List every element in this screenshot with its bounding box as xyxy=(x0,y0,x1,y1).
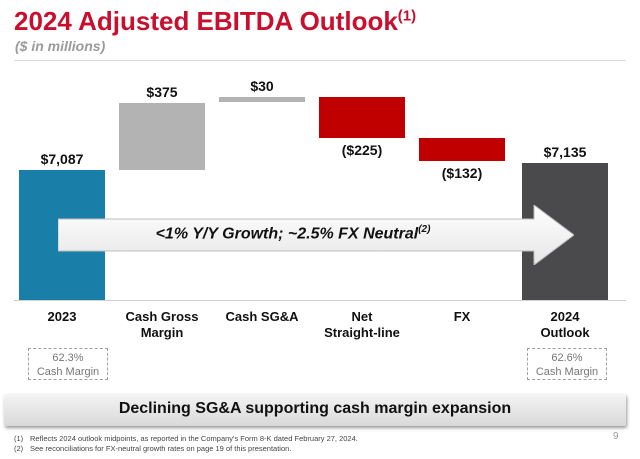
value-label-cash-gross-margin: $375 xyxy=(146,83,178,100)
bar-net-straight-line xyxy=(319,97,405,138)
category-label-2023: 2023 xyxy=(47,309,77,324)
page-number: 9 xyxy=(613,431,619,442)
title-divider xyxy=(14,60,626,61)
cash-margin-2023-pct: 62.3% xyxy=(52,352,84,364)
footnote-2: (2) See reconciliations for FX-neutral gr… xyxy=(14,444,292,453)
value-label-2024-outlook: $7,135 xyxy=(543,144,587,160)
units-subtitle: ($ in millions) xyxy=(15,38,106,54)
bar-cash-sg-a xyxy=(219,97,305,103)
category-label-fx: FX xyxy=(453,309,471,324)
cash-margin-2024-label: Cash Margin xyxy=(535,366,599,378)
summary-banner xyxy=(4,394,626,426)
cash-margin-2023-label: Cash Margin xyxy=(36,366,100,378)
bar-cash-gross-margin xyxy=(119,102,205,170)
cash-margin-2023-box: 62.3% Cash Margin xyxy=(28,348,108,380)
value-label-cash-sg-a: $30 xyxy=(250,78,274,95)
category-label-cash-gross-margin: Cash Gross Margin xyxy=(125,309,199,340)
summary-banner-text: Declining SG&A supporting cash margin ex… xyxy=(118,400,512,417)
cash-margin-2024-box: 62.6% Cash Margin xyxy=(527,348,607,380)
x-axis-line xyxy=(14,300,626,301)
arrow-footnote-marker: (2) xyxy=(418,224,431,235)
value-label-net-straight-line: ($225) xyxy=(341,141,383,158)
title-footnote-marker: (1) xyxy=(397,7,417,25)
value-label-2023: $7,087 xyxy=(40,151,84,167)
bar-fx xyxy=(419,137,505,162)
growth-arrow xyxy=(58,205,574,265)
category-label-2024-outlook: 2024 Outlook xyxy=(540,309,590,340)
page-title: 2024 Adjusted EBITDA Outlook(1) xyxy=(14,6,417,36)
category-label-cash-sg-a: Cash SG&A xyxy=(225,309,299,324)
growth-arrow-label: <1% Y/Y Growth; ~2.5% FX Neutral(2) xyxy=(155,224,431,243)
value-label-fx: ($132) xyxy=(441,165,483,182)
category-label-net-straight-line: Net Straight-line xyxy=(324,309,400,340)
footnote-1: (1) Reflects 2024 outlook midpoints, as r… xyxy=(14,434,358,443)
cash-margin-2024-pct: 62.6% xyxy=(551,352,583,364)
